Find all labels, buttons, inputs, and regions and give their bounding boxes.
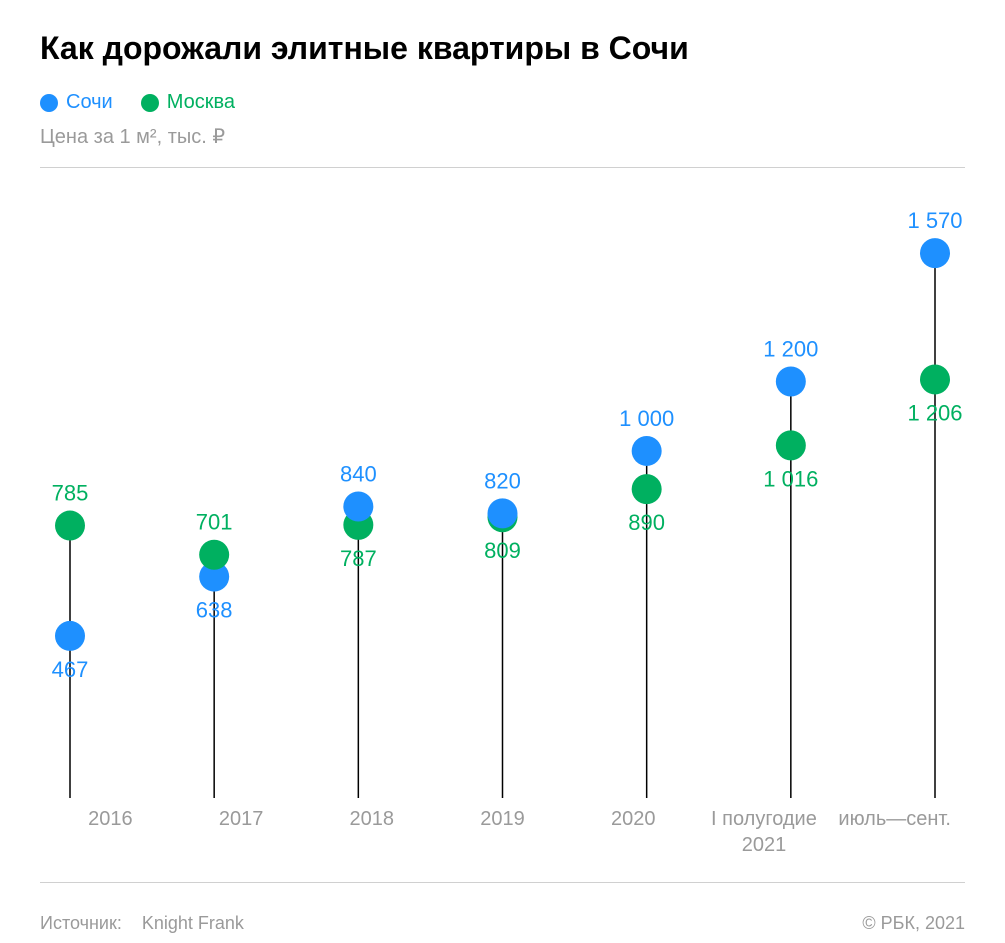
svg-text:820: 820 bbox=[484, 468, 521, 493]
svg-text:1 570: 1 570 bbox=[907, 208, 962, 233]
divider-top bbox=[40, 167, 965, 168]
chart-subtitle: Цена за 1 м², тыс. ₽ bbox=[40, 124, 965, 149]
svg-text:890: 890 bbox=[628, 510, 665, 535]
source-prefix: Источник: bbox=[40, 913, 122, 933]
legend-dot-sochi bbox=[40, 94, 58, 112]
svg-text:1 200: 1 200 bbox=[763, 337, 818, 362]
chart-footer: Источник: Knight Frank © РБК, 2021 bbox=[40, 913, 965, 934]
x-axis-label: 2017 bbox=[176, 806, 307, 858]
svg-text:785: 785 bbox=[52, 481, 89, 506]
x-axis-label: I полугодие2021 bbox=[699, 806, 830, 858]
svg-text:840: 840 bbox=[340, 461, 377, 486]
svg-text:809: 809 bbox=[484, 538, 521, 563]
chart-svg: 467 785 638 701 840 787 820 809 1 000 890 1 200 1 0… bbox=[40, 178, 965, 798]
divider-bottom bbox=[40, 882, 965, 883]
svg-text:701: 701 bbox=[196, 510, 233, 535]
svg-text:1 000: 1 000 bbox=[619, 406, 674, 431]
legend-dot-moscow bbox=[141, 94, 159, 112]
legend-item-moscow: Москва bbox=[141, 91, 235, 114]
x-axis-labels: 20162017201820192020I полугодие2021июль—… bbox=[40, 806, 965, 858]
source: Источник: Knight Frank bbox=[40, 913, 244, 934]
x-axis-label: 2019 bbox=[437, 806, 568, 858]
chart-plot-area: 467 785 638 701 840 787 820 809 1 000 890 1 200 1 0… bbox=[40, 178, 965, 798]
legend-label-moscow: Москва bbox=[167, 91, 235, 114]
x-axis-label: 2020 bbox=[568, 806, 699, 858]
svg-text:467: 467 bbox=[52, 657, 89, 682]
chart-title: Как дорожали элитные квартиры в Сочи bbox=[40, 30, 965, 67]
x-axis-label: 2016 bbox=[45, 806, 176, 858]
legend: Сочи Москва bbox=[40, 91, 965, 114]
x-axis-label: 2018 bbox=[306, 806, 437, 858]
legend-label-sochi: Сочи bbox=[66, 91, 113, 114]
legend-item-sochi: Сочи bbox=[40, 91, 113, 114]
svg-text:787: 787 bbox=[340, 546, 377, 571]
svg-text:1 206: 1 206 bbox=[907, 400, 962, 425]
svg-text:638: 638 bbox=[196, 598, 233, 623]
copyright: © РБК, 2021 bbox=[862, 913, 965, 934]
svg-text:1 016: 1 016 bbox=[763, 466, 818, 491]
source-name: Knight Frank bbox=[142, 913, 244, 933]
x-axis-label: июль—сент. bbox=[829, 806, 960, 858]
